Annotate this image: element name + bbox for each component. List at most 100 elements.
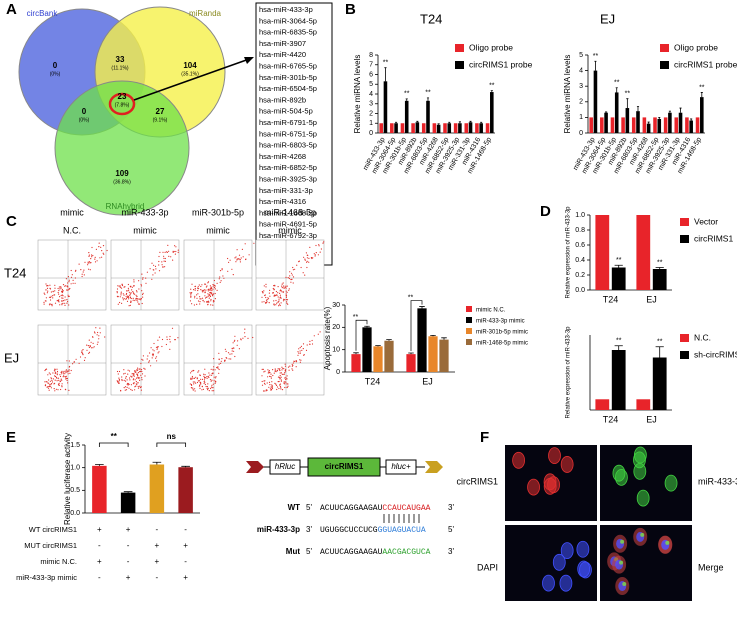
flow-dot — [117, 303, 119, 305]
flow-dot — [164, 260, 166, 262]
flow-dot — [284, 365, 287, 367]
error-bar — [95, 464, 104, 466]
mirna-item: hsa-miR-4316 — [259, 197, 306, 206]
flow-dot — [45, 283, 47, 285]
flow-dot — [221, 358, 223, 360]
flow-dot — [227, 352, 230, 354]
bar — [406, 354, 416, 372]
x-tick-label: T24 — [603, 294, 619, 304]
flow-dot — [302, 272, 304, 274]
bar — [421, 123, 426, 133]
flow-dot — [275, 371, 277, 373]
flow-dot — [91, 246, 93, 249]
flow-dot — [80, 269, 82, 271]
flow-dot — [272, 287, 274, 290]
flow-dot — [197, 293, 199, 295]
flow-dot — [220, 360, 222, 362]
flow-dot — [291, 363, 293, 365]
flow-dot — [267, 298, 270, 300]
condition-mark: + — [183, 541, 188, 550]
significance: ** — [593, 53, 599, 60]
flow-column-header: miR-301b-5p — [192, 207, 244, 217]
mirna-item: hsa-miR-6852-5p — [259, 163, 317, 172]
flow-dot — [49, 373, 52, 375]
mirna-item: hsa-miR-6504-5p — [259, 84, 317, 93]
flow-dot — [207, 282, 209, 284]
flow-dot — [163, 260, 165, 262]
flow-dot — [127, 373, 129, 375]
micrograph-label: miR-433-3p — [698, 476, 737, 486]
flow-dot — [315, 252, 317, 254]
legend-swatch — [660, 44, 669, 52]
flow-dot — [128, 370, 131, 372]
flow-dot — [197, 287, 199, 289]
flow-dot — [282, 367, 284, 369]
flow-dot — [191, 283, 193, 285]
flow-dot — [291, 368, 293, 370]
flow-plot — [110, 324, 180, 396]
flow-dot — [132, 299, 134, 301]
flow-dot — [67, 286, 69, 288]
flow-dot — [62, 297, 64, 299]
flow-dot — [129, 292, 131, 294]
flow-dot — [98, 338, 100, 340]
flow-dot — [54, 302, 57, 304]
condition-mark: + — [97, 557, 102, 566]
cell — [636, 489, 650, 507]
flow-dot — [140, 389, 142, 391]
flow-dot — [162, 251, 164, 253]
bar — [400, 123, 405, 133]
bar — [92, 465, 107, 513]
flow-dot — [203, 380, 205, 383]
flow-dot — [124, 372, 126, 374]
flow-dot — [120, 389, 122, 392]
flow-dot — [64, 302, 66, 304]
flow-dot — [236, 259, 238, 261]
y-tick-label: 7 — [369, 62, 373, 69]
flow-dot — [67, 289, 69, 291]
flow-dot — [137, 301, 139, 303]
flow-dot — [156, 348, 158, 350]
legend-label: Oligo probe — [469, 42, 513, 52]
flow-column-header: miR-433-3p — [121, 207, 168, 217]
flow-dot — [191, 370, 193, 372]
flow-dot — [197, 288, 200, 290]
flow-dot — [137, 367, 139, 369]
flow-dot — [314, 255, 316, 257]
flow-dot — [57, 299, 59, 302]
flow-dot — [274, 284, 276, 286]
flow-dot — [240, 338, 242, 340]
flow-dot — [212, 304, 214, 306]
flow-dot — [62, 373, 65, 375]
flow-dot — [279, 290, 281, 292]
flow-dot — [244, 328, 246, 330]
flow-dot — [120, 291, 122, 293]
legend-swatch — [455, 61, 464, 69]
flow-dot — [309, 340, 311, 342]
flow-dot — [53, 383, 55, 385]
flow-dot — [94, 256, 96, 258]
flow-dot — [298, 260, 300, 262]
flow-dot — [167, 244, 169, 246]
flow-dot — [148, 361, 150, 363]
legend-label: N.C. — [694, 332, 711, 342]
flow-dot — [278, 369, 280, 371]
flow-dot — [202, 300, 204, 302]
flow-dot — [261, 384, 264, 386]
flow-dot — [90, 347, 93, 349]
condition-mark: - — [184, 557, 187, 566]
flow-dot — [269, 384, 271, 386]
seq-end: 5' — [448, 525, 454, 534]
flow-dot — [137, 372, 139, 374]
flow-dot — [132, 382, 134, 384]
flow-dot — [136, 373, 138, 375]
flow-dot — [155, 268, 157, 270]
flow-dot — [271, 386, 273, 388]
flow-dot — [145, 277, 147, 279]
chart-title: T24 — [420, 11, 442, 26]
significance: ** — [408, 294, 414, 301]
flow-dot — [87, 345, 89, 347]
error-bar — [614, 264, 623, 268]
flow-dot — [268, 386, 270, 388]
significance: ** — [625, 91, 631, 98]
